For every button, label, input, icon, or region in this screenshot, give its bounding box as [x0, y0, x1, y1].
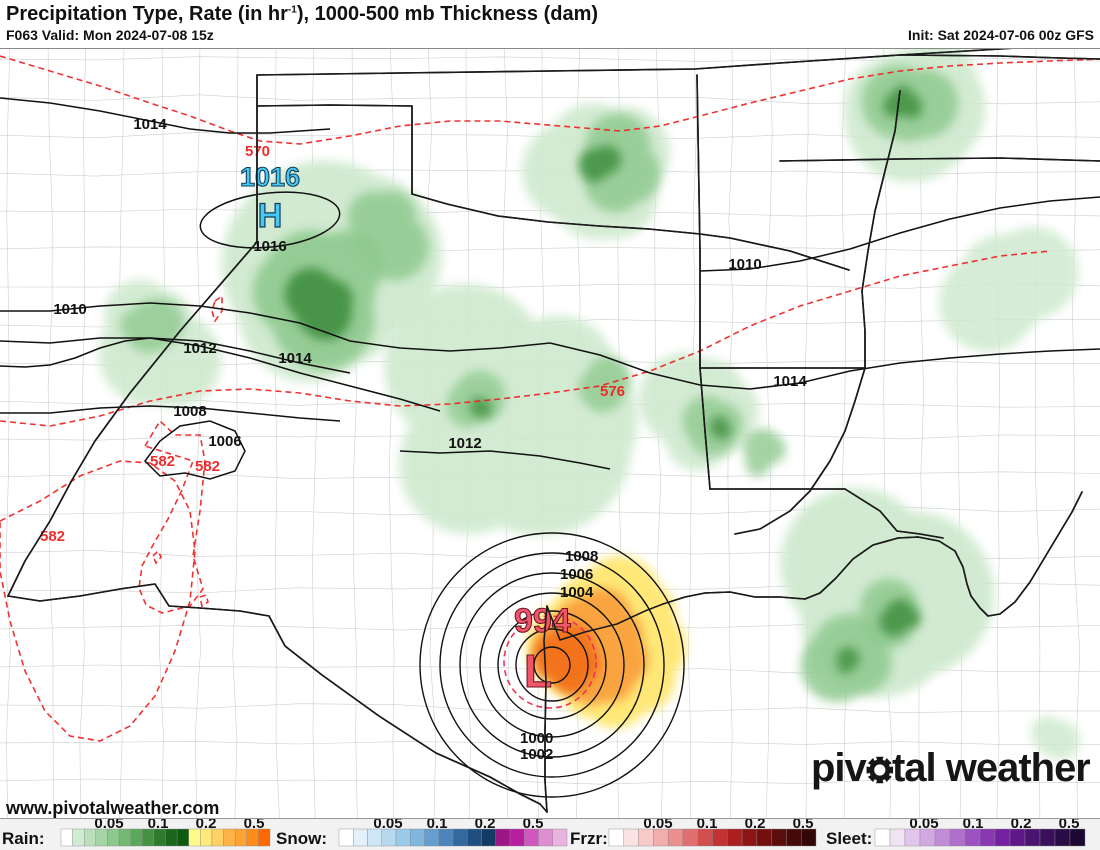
svg-text:1014: 1014	[278, 350, 312, 367]
svg-text:0.2: 0.2	[196, 819, 217, 832]
svg-text:0.1: 0.1	[963, 819, 984, 832]
svg-text:0.05: 0.05	[373, 819, 402, 832]
svg-text:0.5: 0.5	[1059, 819, 1080, 832]
svg-text:0.1: 0.1	[148, 819, 169, 832]
svg-text:0.05: 0.05	[909, 819, 938, 832]
svg-text:1010: 1010	[728, 256, 761, 273]
svg-text:0.5: 0.5	[523, 819, 544, 832]
svg-text:1008: 1008	[565, 548, 598, 565]
svg-text:Frzr:: Frzr:	[570, 829, 608, 848]
svg-text:0.2: 0.2	[1011, 819, 1032, 832]
svg-text:1008: 1008	[173, 403, 206, 420]
svg-text:0.5: 0.5	[244, 819, 265, 832]
svg-text:582: 582	[195, 458, 220, 475]
svg-text:0.1: 0.1	[427, 819, 448, 832]
svg-text:tal weather: tal weather	[892, 746, 1090, 790]
svg-text:1004: 1004	[560, 584, 594, 601]
svg-text:piv: piv	[811, 746, 868, 790]
svg-text:1014: 1014	[773, 373, 807, 390]
svg-text:1000: 1000	[520, 730, 553, 747]
svg-text:0.5: 0.5	[793, 819, 814, 832]
svg-text:1006: 1006	[560, 566, 593, 583]
svg-text:582: 582	[150, 453, 175, 470]
svg-text:L: L	[524, 645, 552, 697]
svg-text:Rain:: Rain:	[2, 829, 45, 848]
svg-text:0.05: 0.05	[643, 819, 672, 832]
svg-text:0.2: 0.2	[475, 819, 496, 832]
svg-text:1012: 1012	[448, 435, 481, 452]
svg-text:0.05: 0.05	[94, 819, 123, 832]
svg-text:576: 576	[600, 383, 625, 400]
svg-text:Snow:: Snow:	[276, 829, 327, 848]
svg-text:994: 994	[514, 602, 571, 640]
svg-text:1016: 1016	[240, 162, 300, 192]
svg-text:1016: 1016	[253, 238, 286, 255]
svg-text:0.1: 0.1	[697, 819, 718, 832]
svg-text:1010: 1010	[53, 301, 86, 318]
svg-text:1012: 1012	[183, 340, 216, 357]
svg-text:1014: 1014	[133, 116, 167, 133]
svg-text:Sleet:: Sleet:	[826, 829, 872, 848]
svg-text:1002: 1002	[520, 746, 553, 763]
svg-text:0.2: 0.2	[745, 819, 766, 832]
svg-text:H: H	[258, 197, 283, 235]
svg-text:1006: 1006	[208, 433, 241, 450]
